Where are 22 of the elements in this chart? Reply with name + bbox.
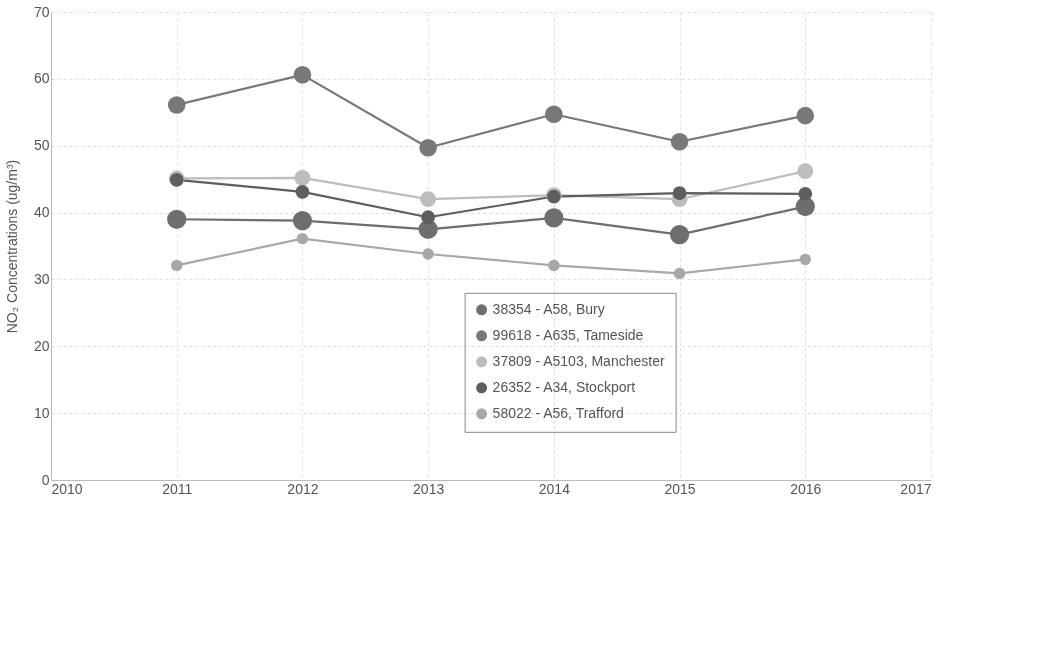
x-tick-label: 2010 [51, 480, 83, 497]
y-tick-label: 70 [33, 3, 50, 20]
x-tick-label: 2013 [413, 480, 445, 497]
y-tick-label: 20 [33, 337, 50, 354]
legend-label: 58022 - A56, Trafford [492, 404, 624, 421]
legend-label: 37809 - A5103, Manchester [492, 352, 665, 369]
y-tick-label: 10 [33, 404, 50, 421]
x-tick-label: 2014 [538, 480, 571, 497]
x-tick-label: 2012 [287, 480, 319, 497]
legend-label: 38354 - A58, Bury [492, 300, 605, 317]
x-tick-label: 2017 [900, 480, 932, 497]
x-tick-label: 2015 [664, 480, 696, 497]
legend-label: 99618 - A635, Tameside [492, 326, 644, 343]
y-axis-title: NO₂ Concentrations (ug/m³) [3, 159, 20, 334]
y-tick-label: 60 [33, 70, 50, 87]
x-tick-label: 2011 [162, 480, 193, 497]
x-tick-label: 2016 [790, 480, 822, 497]
y-tick-label: 40 [33, 204, 50, 221]
y-tick-label: 30 [33, 270, 50, 287]
legend-label: 26352 - A34, Stockport [492, 378, 636, 395]
y-tick-label: 0 [41, 471, 50, 488]
y-tick-label: 50 [33, 137, 50, 154]
